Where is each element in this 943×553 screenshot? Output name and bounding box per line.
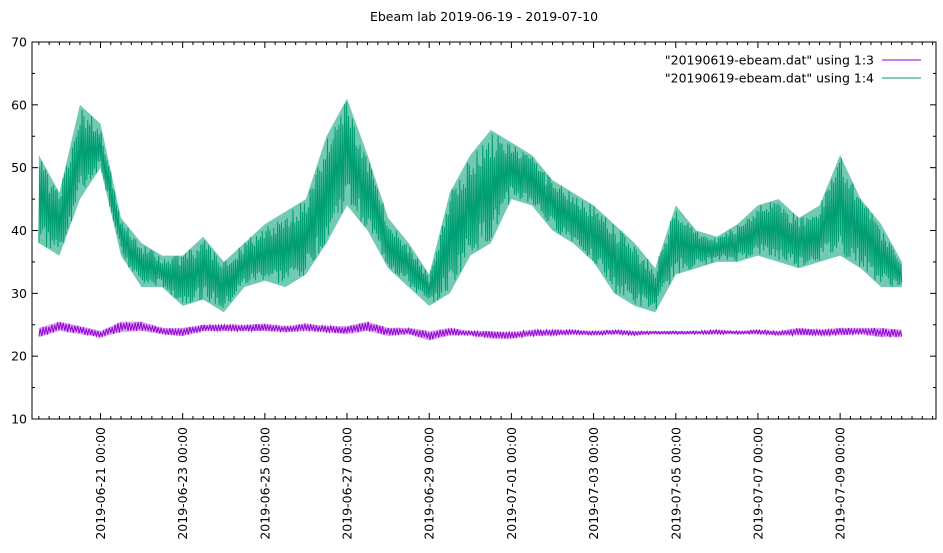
x-tick-label: 2019-06-25 00:00	[257, 427, 272, 540]
legend-label-1: "20190619-ebeam.dat" using 1:3	[665, 53, 874, 68]
y-tick-label: 20	[11, 349, 27, 364]
legend: "20190619-ebeam.dat" using 1:3 "20190619-…	[665, 53, 921, 86]
y-axis: 10 20 30 40 50 60 70	[11, 35, 936, 427]
series-2	[38, 98, 903, 313]
y-tick-label: 50	[11, 160, 27, 175]
x-tick-label: 2019-06-21 00:00	[93, 427, 108, 540]
series-2-line	[38, 102, 903, 310]
x-axis: 2019-06-21 00:00 2019-06-23 00:00 2019-06-…	[38, 42, 934, 540]
x-tick-label: 2019-07-07 00:00	[750, 427, 765, 540]
y-tick-label: 60	[11, 97, 27, 112]
x-tick-label: 2019-07-05 00:00	[668, 427, 683, 540]
x-tick-label: 2019-07-09 00:00	[833, 427, 848, 540]
legend-label-2: "20190619-ebeam.dat" using 1:4	[665, 71, 874, 86]
series-1-envelope	[38, 321, 902, 341]
x-tick-label: 2019-06-23 00:00	[175, 427, 190, 540]
x-tick-label: 2019-06-27 00:00	[340, 427, 355, 540]
series-1	[38, 321, 903, 341]
x-tick-label: 2019-07-03 00:00	[586, 427, 601, 540]
y-tick-label: 40	[11, 223, 27, 238]
x-tick-label: 2019-06-29 00:00	[422, 427, 437, 540]
series-layer	[38, 98, 903, 341]
x-tick-label: 2019-07-01 00:00	[504, 427, 519, 540]
y-tick-label: 30	[11, 286, 27, 301]
y-tick-label: 70	[11, 35, 27, 50]
series-1-line	[38, 321, 903, 340]
y-tick-label: 10	[11, 412, 27, 427]
chart-title: Ebeam lab 2019-06-19 - 2019-07-10	[370, 9, 598, 24]
